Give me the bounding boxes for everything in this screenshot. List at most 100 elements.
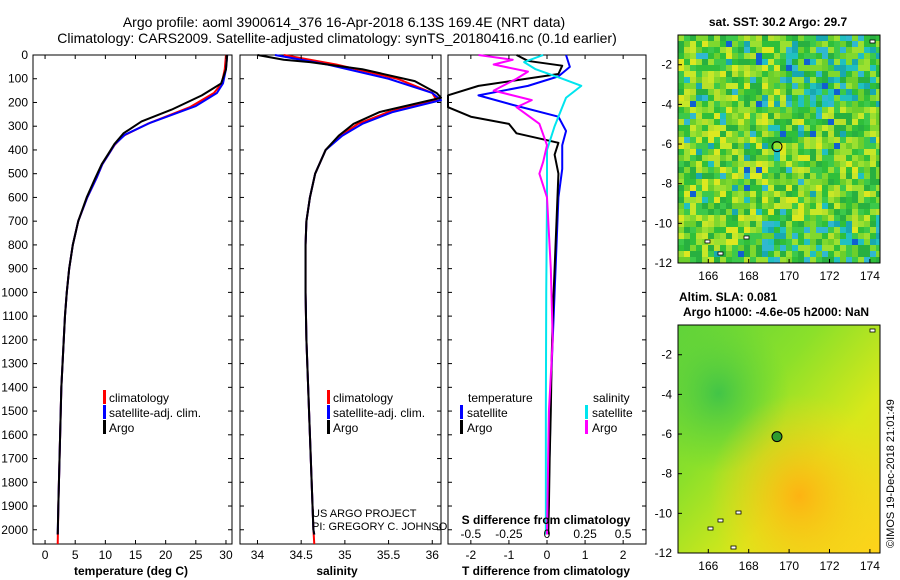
- sst-heatmap-cell: [852, 149, 858, 155]
- sst-heatmap-cell: [714, 167, 720, 173]
- sst-heatmap-cell: [828, 209, 834, 215]
- sst-heatmap-cell: [678, 209, 684, 215]
- sst-heatmap-cell: [732, 95, 738, 101]
- sst-heatmap-cell: [780, 41, 786, 47]
- sst-heatmap-cell: [750, 65, 756, 71]
- sst-heatmap-cell: [720, 53, 726, 59]
- sst-heatmap-cell: [864, 47, 870, 53]
- sst-heatmap-cell: [798, 125, 804, 131]
- sst-heatmap-cell: [762, 119, 768, 125]
- sst-heatmap-cell: [720, 239, 726, 245]
- sst-heatmap-cell: [786, 71, 792, 77]
- temperature-xlabel: temperature (deg C): [74, 564, 188, 578]
- sst-heatmap-cell: [786, 35, 792, 41]
- lat-tick-label: -2: [661, 58, 672, 72]
- sst-heatmap-cell: [882, 89, 888, 95]
- sst-heatmap-cell: [780, 185, 786, 191]
- sst-heatmap-cell: [828, 245, 834, 251]
- sst-heatmap-cell: [720, 257, 726, 263]
- sst-heatmap-cell: [798, 77, 804, 83]
- sst-heatmap-cell: [696, 239, 702, 245]
- sst-heatmap-cell: [834, 65, 840, 71]
- sst-heatmap-cell: [876, 47, 880, 53]
- sst-heatmap-cell: [798, 185, 804, 191]
- sst-heatmap-cell: [714, 95, 720, 101]
- sst-heatmap-cell: [702, 203, 708, 209]
- sst-heatmap-cell: [768, 215, 774, 221]
- sst-heatmap-cell: [690, 137, 696, 143]
- sst-heatmap-cell: [882, 41, 888, 47]
- x-tick-label: 15: [129, 548, 143, 562]
- sst-heatmap-cell: [810, 53, 816, 59]
- sst-heatmap-cell: [762, 161, 768, 167]
- sst-heatmap-cell: [786, 131, 792, 137]
- sst-heatmap-cell: [762, 113, 768, 119]
- lat-tick-label: -12: [655, 546, 673, 560]
- sst-heatmap-cell: [840, 233, 846, 239]
- sst-heatmap-cell: [786, 215, 792, 221]
- sst-heatmap-cell: [822, 125, 828, 131]
- sst-heatmap-cell: [864, 119, 870, 125]
- sst-heatmap-cell: [678, 239, 684, 245]
- sst-heatmap-cell: [864, 257, 870, 263]
- sst-heatmap-cell: [792, 191, 798, 197]
- sst-heatmap-cell: [816, 173, 822, 179]
- sst-heatmap-cell: [834, 179, 840, 185]
- sst-heatmap-cell: [780, 137, 786, 143]
- sst-heatmap-cell: [774, 41, 780, 47]
- sst-heatmap-cell: [708, 107, 714, 113]
- sst-heatmap-cell: [678, 197, 684, 203]
- sst-heatmap-cell: [750, 185, 756, 191]
- sst-heatmap-cell: [828, 155, 834, 161]
- sst-heatmap-cell: [702, 113, 708, 119]
- sst-heatmap-cell: [882, 155, 888, 161]
- sst-heatmap-cell: [882, 203, 888, 209]
- sst-heatmap-cell: [858, 53, 864, 59]
- sst-heatmap-cell: [786, 95, 792, 101]
- sst-heatmap-cell: [762, 149, 768, 155]
- sst-heatmap-cell: [696, 209, 702, 215]
- sst-heatmap-cell: [852, 53, 858, 59]
- sst-heatmap-cell: [840, 257, 846, 263]
- sst-heatmap-cell: [768, 113, 774, 119]
- sst-heatmap-cell: [744, 257, 750, 263]
- sst-heatmap-cell: [678, 179, 684, 185]
- x-tick-label: 35.5: [377, 548, 401, 562]
- sst-heatmap-cell: [840, 227, 846, 233]
- sst-heatmap-cell: [804, 89, 810, 95]
- sst-heatmap-cell: [864, 143, 870, 149]
- sst-heatmap-cell: [870, 137, 876, 143]
- sst-heatmap-cell: [762, 209, 768, 215]
- sst-heatmap-cell: [810, 209, 816, 215]
- sst-heatmap-cell: [768, 239, 774, 245]
- sst-heatmap-cell: [780, 221, 786, 227]
- sst-heatmap-cell: [858, 119, 864, 125]
- sst-heatmap-cell: [726, 113, 732, 119]
- sst-heatmap-cell: [774, 125, 780, 131]
- sst-heatmap-cell: [714, 149, 720, 155]
- sst-heatmap-cell: [708, 83, 714, 89]
- sst-heatmap-cell: [876, 209, 880, 215]
- sst-heatmap-cell: [864, 209, 870, 215]
- sst-heatmap-cell: [792, 119, 798, 125]
- sst-heatmap-cell: [708, 65, 714, 71]
- sst-heatmap-cell: [876, 185, 880, 191]
- sst-heatmap-cell: [756, 245, 762, 251]
- sst-heatmap-cell: [816, 245, 822, 251]
- sst-heatmap-cell: [846, 221, 852, 227]
- s-tick-label: -0.25: [495, 527, 523, 541]
- sst-heatmap-cell: [744, 221, 750, 227]
- sst-heatmap-cell: [816, 83, 822, 89]
- sst-heatmap-cell: [852, 185, 858, 191]
- sst-heatmap-cell: [768, 197, 774, 203]
- sst-heatmap-cell: [684, 239, 690, 245]
- sst-heatmap-cell: [720, 41, 726, 47]
- sst-heatmap-cell: [720, 245, 726, 251]
- sst-heatmap-cell: [816, 77, 822, 83]
- legend-label-temp-satellite: satellite: [467, 406, 508, 420]
- sst-heatmap-cell: [684, 185, 690, 191]
- sst-heatmap-cell: [852, 83, 858, 89]
- sst-heatmap-cell: [846, 239, 852, 245]
- sst-heatmap-cell: [786, 47, 792, 53]
- sst-heatmap-cell: [720, 125, 726, 131]
